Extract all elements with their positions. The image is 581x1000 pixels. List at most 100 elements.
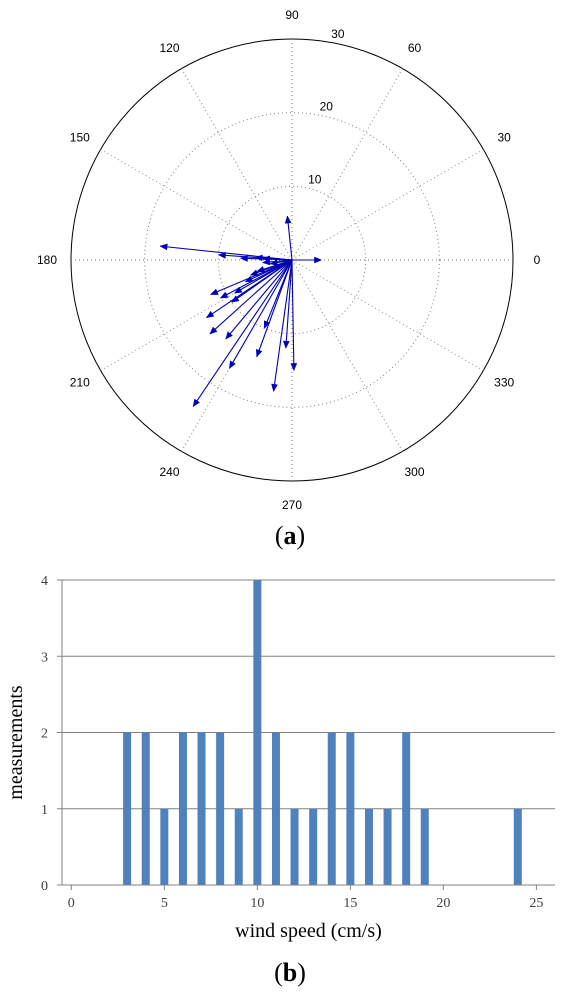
- wind-arrow-head: [290, 363, 298, 372]
- wind-arrow-shaft: [273, 259, 293, 392]
- wind-arrow: [292, 256, 323, 264]
- angle-tick-label: 240: [159, 465, 179, 479]
- wind-arrow-shaft: [286, 215, 293, 261]
- wind-arrow: [192, 259, 293, 408]
- wind-arrow-shaft: [225, 259, 293, 340]
- polar-grid-circle: [144, 112, 440, 408]
- wind-arrow-head: [209, 326, 218, 335]
- angle-tick-label: 60: [408, 41, 422, 55]
- histogram-bar: [234, 808, 243, 885]
- wind-arrow-head: [229, 360, 236, 370]
- wind-arrow-shaft: [206, 259, 293, 319]
- polar-grid-circle: [217, 185, 367, 335]
- histogram-chart: 0 5 10 15 20 25 0 1 2 3 4 wind speed (cm/s) measurem…: [5, 574, 555, 942]
- wind-arrow-head: [282, 340, 290, 349]
- angle-tick-label: 270: [282, 498, 302, 512]
- y-tick-label: 4: [41, 574, 48, 589]
- wind-arrow: [210, 259, 293, 296]
- x-tick-label: 20: [436, 896, 450, 911]
- histogram-bar: [178, 732, 187, 885]
- panel-label-b: (b): [274, 958, 306, 987]
- y-tick-label: 3: [41, 650, 48, 665]
- wind-arrow-shaft: [291, 259, 295, 371]
- x-tick-label: 5: [161, 896, 168, 911]
- angle-tick-label: 300: [404, 465, 424, 479]
- polar-plot: 0 30 60 90 120 150 180 210 240 270 300 330 10 20 30: [37, 8, 541, 512]
- wind-arrow-shaft: [228, 259, 293, 369]
- wind-arrow-shaft: [192, 259, 293, 407]
- polar-spoke: [291, 68, 403, 261]
- polar-spoke: [291, 259, 403, 452]
- wind-arrow-head: [192, 398, 200, 408]
- wind-arrow-head: [249, 269, 259, 276]
- angle-tick-label: 0: [534, 253, 541, 267]
- y-tick-label: 2: [41, 727, 48, 742]
- wind-arrow-head: [256, 348, 263, 358]
- wind-arrow-head: [205, 310, 215, 319]
- wind-arrow: [228, 259, 293, 370]
- wind-arrow-head: [271, 383, 278, 392]
- wind-arrow-shaft: [285, 259, 293, 349]
- histogram-bar: [513, 808, 522, 885]
- histogram-bar: [197, 732, 206, 885]
- wind-arrow-head: [217, 251, 226, 259]
- wind-arrow: [256, 259, 293, 358]
- histogram-bar: [309, 808, 318, 885]
- histogram-bar: [290, 808, 299, 885]
- x-tick-label: 0: [68, 896, 75, 911]
- wind-arrow: [209, 259, 293, 335]
- wind-arrow: [284, 215, 293, 261]
- polar-spoke: [291, 259, 484, 371]
- angle-tick-label: 180: [37, 253, 57, 267]
- wind-arrow-head: [262, 258, 271, 266]
- wind-arrow-head: [159, 243, 168, 251]
- wind-arrow-shaft: [160, 245, 293, 261]
- wind-arrow: [271, 259, 293, 392]
- polar-spoke: [181, 68, 293, 261]
- angle-tick-label: 330: [494, 376, 514, 390]
- y-tick-label: 1: [41, 803, 48, 818]
- histogram-bar: [346, 732, 355, 885]
- histogram-bar: [253, 580, 262, 885]
- angle-tick-label: 210: [70, 376, 90, 390]
- wind-arrow: [159, 243, 293, 261]
- x-tick-label: 25: [529, 896, 543, 911]
- histogram-bar: [271, 732, 280, 885]
- histogram-bar: [123, 732, 132, 885]
- wind-arrow: [205, 259, 293, 319]
- wind-arrow-head: [284, 215, 292, 224]
- x-tick-label: 10: [250, 896, 264, 911]
- x-tick-label: 15: [343, 896, 357, 911]
- wind-arrow: [225, 259, 293, 340]
- histogram-bar: [383, 808, 392, 885]
- wind-arrow-head: [210, 288, 219, 295]
- histogram-bar: [364, 808, 373, 885]
- angle-tick-label: 120: [159, 41, 179, 55]
- wind-arrow: [290, 259, 298, 372]
- wind-arrow-shaft: [210, 259, 293, 296]
- radial-tick-label: 10: [308, 172, 322, 186]
- wind-arrow-head: [225, 331, 233, 340]
- wind-arrow-head: [269, 259, 278, 266]
- y-tick-label: 0: [41, 879, 48, 894]
- polar-spoke: [291, 149, 484, 261]
- angle-tick-label: 90: [285, 8, 299, 22]
- radial-tick-label: 30: [331, 27, 345, 41]
- wind-arrow-shaft: [256, 259, 293, 358]
- histogram-bar: [216, 732, 225, 885]
- x-axis-label: wind speed (cm/s): [235, 920, 382, 942]
- wind-arrow: [282, 259, 293, 349]
- wind-arrow-head: [314, 256, 323, 264]
- histogram-bar: [402, 732, 411, 885]
- y-axis-label: measurements: [5, 685, 27, 800]
- histogram-bar: [420, 808, 429, 885]
- angle-tick-label: 30: [497, 131, 511, 145]
- radial-tick-label: 20: [320, 100, 334, 114]
- polar-spoke: [100, 149, 293, 261]
- panel-label-a: (a): [274, 521, 306, 550]
- histogram-bar: [141, 732, 150, 885]
- wind-arrow-shaft: [209, 259, 293, 335]
- wind-arrow-head: [263, 320, 271, 329]
- wind-arrow-head: [234, 286, 243, 294]
- wind-arrow-head: [219, 291, 229, 299]
